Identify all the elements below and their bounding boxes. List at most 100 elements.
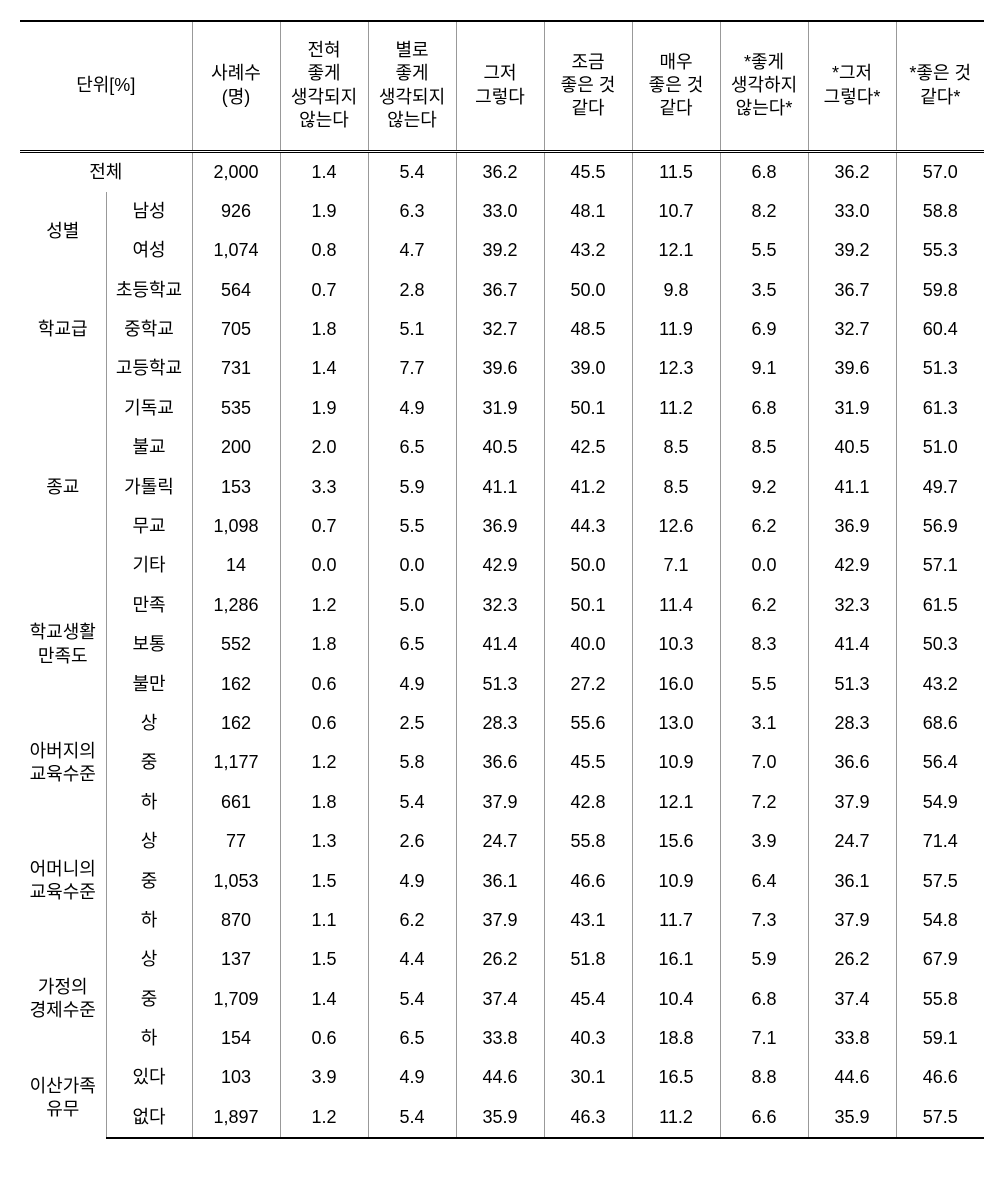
cell: 26.2 (456, 940, 544, 979)
cell: 26.2 (808, 940, 896, 979)
table-body: 전체2,0001.45.436.245.511.56.836.257.0성별남성… (20, 151, 984, 1138)
cell: 56.4 (896, 743, 984, 782)
cell: 4.9 (368, 862, 456, 901)
cell: 60.4 (896, 310, 984, 349)
group-label: 학교급 (20, 271, 106, 389)
cell: 870 (192, 901, 280, 940)
cell: 9.1 (720, 349, 808, 388)
cell: 49.7 (896, 468, 984, 507)
cell: 30.1 (544, 1058, 632, 1097)
cell: 926 (192, 192, 280, 231)
sub-label: 기독교 (106, 389, 192, 428)
cell: 33.0 (456, 192, 544, 231)
cell: 41.4 (808, 625, 896, 664)
row-label-total: 전체 (20, 151, 192, 192)
cell: 4.9 (368, 389, 456, 428)
cell: 36.2 (808, 151, 896, 192)
cell: 44.3 (544, 507, 632, 546)
cell: 10.9 (632, 743, 720, 782)
cell: 59.1 (896, 1019, 984, 1058)
cell: 6.6 (720, 1098, 808, 1138)
cell: 36.9 (456, 507, 544, 546)
cell: 50.3 (896, 625, 984, 664)
cell: 51.3 (456, 665, 544, 704)
cell: 55.6 (544, 704, 632, 743)
cell: 31.9 (456, 389, 544, 428)
cell: 40.3 (544, 1019, 632, 1058)
cell: 535 (192, 389, 280, 428)
group-label: 아버지의교육수준 (20, 704, 106, 822)
table-row: 중학교7051.85.132.748.511.96.932.760.4 (20, 310, 984, 349)
cell: 36.9 (808, 507, 896, 546)
table-row: 하8701.16.237.943.111.77.337.954.8 (20, 901, 984, 940)
cell: 50.1 (544, 389, 632, 428)
cell: 9.2 (720, 468, 808, 507)
cell: 7.7 (368, 349, 456, 388)
cell: 3.1 (720, 704, 808, 743)
cell: 6.8 (720, 151, 808, 192)
cell: 6.4 (720, 862, 808, 901)
cell: 153 (192, 468, 280, 507)
cell: 11.2 (632, 389, 720, 428)
table-row: 어머니의교육수준상771.32.624.755.815.63.924.771.4 (20, 822, 984, 861)
cell: 200 (192, 428, 280, 467)
cell: 1,177 (192, 743, 280, 782)
cell: 71.4 (896, 822, 984, 861)
sub-label: 보통 (106, 625, 192, 664)
cell: 0.6 (280, 704, 368, 743)
table-row: 기타140.00.042.950.07.10.042.957.1 (20, 546, 984, 585)
cell: 40.5 (456, 428, 544, 467)
cell: 10.7 (632, 192, 720, 231)
cell: 41.1 (808, 468, 896, 507)
cell: 5.0 (368, 586, 456, 625)
cell: 564 (192, 271, 280, 310)
cell: 46.3 (544, 1098, 632, 1138)
cell: 12.6 (632, 507, 720, 546)
cell: 7.1 (720, 1019, 808, 1058)
cell: 0.0 (280, 546, 368, 585)
cell: 5.4 (368, 980, 456, 1019)
cell: 68.6 (896, 704, 984, 743)
table-row: 가정의경제수준상1371.54.426.251.816.15.926.267.9 (20, 940, 984, 979)
cell: 39.6 (456, 349, 544, 388)
col-header-c4: 조금좋은 것같다 (544, 21, 632, 151)
cell: 1.3 (280, 822, 368, 861)
col-header-c6: *좋게생각하지않는다* (720, 21, 808, 151)
cell: 1.4 (280, 349, 368, 388)
cell: 58.8 (896, 192, 984, 231)
cell: 39.0 (544, 349, 632, 388)
sub-label: 불교 (106, 428, 192, 467)
cell: 14 (192, 546, 280, 585)
cell: 43.1 (544, 901, 632, 940)
cell: 1,098 (192, 507, 280, 546)
cell: 0.7 (280, 507, 368, 546)
cell: 43.2 (896, 665, 984, 704)
cell: 1,709 (192, 980, 280, 1019)
cell: 32.3 (808, 586, 896, 625)
cell: 1.2 (280, 586, 368, 625)
cell: 15.6 (632, 822, 720, 861)
table-row: 중1,0531.54.936.146.610.96.436.157.5 (20, 862, 984, 901)
cell: 0.6 (280, 1019, 368, 1058)
cell: 11.2 (632, 1098, 720, 1138)
cell: 37.9 (808, 901, 896, 940)
cell: 154 (192, 1019, 280, 1058)
cell: 27.2 (544, 665, 632, 704)
cell: 7.0 (720, 743, 808, 782)
cell: 36.7 (456, 271, 544, 310)
cell: 1.2 (280, 743, 368, 782)
sub-label: 기타 (106, 546, 192, 585)
sub-label: 하 (106, 1019, 192, 1058)
table-row: 이산가족유무있다1033.94.944.630.116.58.844.646.6 (20, 1058, 984, 1097)
cell: 33.8 (456, 1019, 544, 1058)
cell: 50.0 (544, 546, 632, 585)
cell: 1,074 (192, 231, 280, 270)
table-row: 없다1,8971.25.435.946.311.26.635.957.5 (20, 1098, 984, 1138)
cell: 8.2 (720, 192, 808, 231)
cell: 39.2 (808, 231, 896, 270)
cell: 5.4 (368, 151, 456, 192)
cell: 43.2 (544, 231, 632, 270)
group-label: 학교생활만족도 (20, 586, 106, 704)
cell: 6.5 (368, 1019, 456, 1058)
sub-label: 가톨릭 (106, 468, 192, 507)
